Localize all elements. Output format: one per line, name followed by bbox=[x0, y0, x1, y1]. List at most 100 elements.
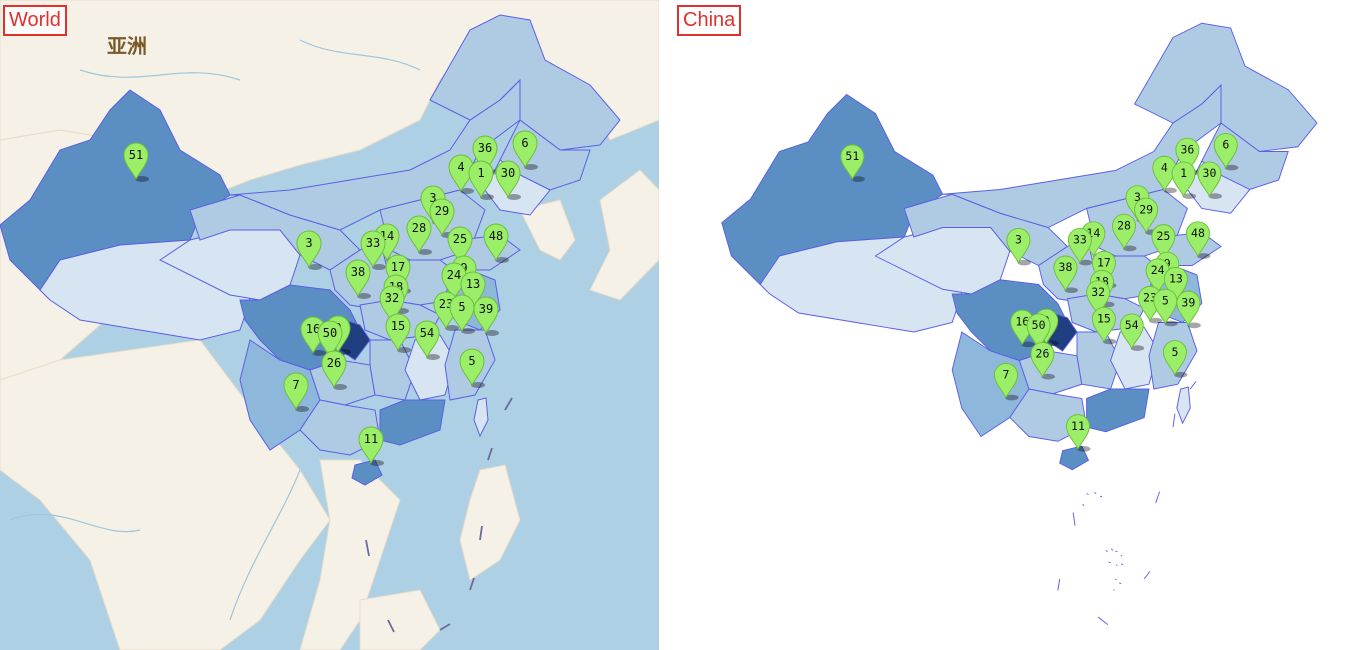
map-marker[interactable]: 30 bbox=[495, 160, 521, 200]
map-marker-pin-icon[interactable] bbox=[1026, 313, 1051, 350]
map-marker-pin-icon[interactable] bbox=[460, 271, 486, 310]
map-marker[interactable]: 7 bbox=[993, 362, 1019, 401]
map-marker-pin-icon[interactable] bbox=[1112, 213, 1137, 250]
markers-china[interactable]: 5136641303291428254833317924381318322353… bbox=[840, 133, 1239, 452]
map-marker[interactable]: 26 bbox=[1030, 342, 1055, 380]
china-map[interactable]: 5136641303291428254833317924381318322353… bbox=[673, 0, 1348, 650]
map-marker-pin-icon[interactable] bbox=[473, 296, 499, 335]
map-marker-label: 29 bbox=[1139, 202, 1153, 216]
china-panel-label: China bbox=[677, 5, 742, 36]
map-marker-pin-icon[interactable] bbox=[1091, 306, 1116, 343]
map-marker-pin-icon[interactable] bbox=[345, 259, 371, 298]
map-marker[interactable]: 3 bbox=[296, 230, 322, 270]
map-marker[interactable]: 1 bbox=[1171, 161, 1197, 200]
map-marker[interactable]: 54 bbox=[414, 320, 440, 360]
map-marker[interactable]: 6 bbox=[512, 130, 538, 170]
map-marker-label: 13 bbox=[1169, 272, 1183, 286]
map-marker-pin-icon[interactable] bbox=[1134, 197, 1159, 234]
map-marker-pin-icon[interactable] bbox=[317, 320, 343, 359]
map-marker-pin-icon[interactable] bbox=[495, 160, 521, 199]
map-marker-pin-icon[interactable] bbox=[1065, 414, 1090, 450]
map-marker-label: 5 bbox=[1171, 345, 1178, 359]
map-marker-pin-icon[interactable] bbox=[358, 426, 384, 465]
map-marker-pin-icon[interactable] bbox=[379, 285, 405, 324]
map-marker-pin-icon[interactable] bbox=[385, 313, 411, 352]
map-marker[interactable]: 51 bbox=[123, 142, 149, 182]
map-marker[interactable]: 16 bbox=[1010, 309, 1035, 348]
world-map[interactable]: 5136641303291428254833317924381318322353… bbox=[0, 0, 659, 650]
map-marker-pin-icon[interactable] bbox=[483, 223, 509, 262]
map-marker[interactable]: 15 bbox=[1091, 306, 1117, 345]
map-marker-shadow bbox=[1197, 253, 1211, 259]
map-marker[interactable]: 28 bbox=[406, 215, 432, 255]
map-marker[interactable]: 38 bbox=[1053, 255, 1078, 294]
map-marker-pin-icon[interactable] bbox=[1086, 280, 1111, 316]
map-marker-pin-icon[interactable] bbox=[1053, 255, 1078, 292]
map-marker-pin-icon[interactable] bbox=[1175, 137, 1200, 174]
map-marker[interactable]: 33 bbox=[1067, 228, 1093, 266]
map-marker-pin-icon[interactable] bbox=[1151, 224, 1176, 260]
map-marker-pin-icon[interactable] bbox=[1119, 313, 1144, 350]
map-marker-pin-icon[interactable] bbox=[1030, 342, 1055, 378]
map-marker[interactable]: 30 bbox=[1197, 161, 1222, 200]
map-marker-pin-icon[interactable] bbox=[512, 130, 538, 169]
map-marker-pin-icon[interactable] bbox=[1213, 133, 1238, 169]
world-map-panel[interactable]: 5136641303291428254833317924381318322353… bbox=[0, 0, 659, 650]
map-marker-label: 38 bbox=[1059, 260, 1073, 274]
map-marker-pin-icon[interactable] bbox=[993, 362, 1018, 399]
map-marker[interactable]: 7 bbox=[283, 372, 309, 412]
markers-world[interactable]: 5136641303291428254833317924381318322353… bbox=[123, 130, 538, 466]
map-marker-label: 48 bbox=[489, 229, 503, 243]
map-marker[interactable]: 29 bbox=[1134, 197, 1159, 236]
china-map-panel[interactable]: 5136641303291428254833317924381318322353… bbox=[673, 0, 1348, 650]
map-marker[interactable]: 51 bbox=[840, 144, 865, 182]
map-marker-pin-icon[interactable] bbox=[459, 348, 485, 387]
map-marker-pin-icon[interactable] bbox=[1197, 161, 1222, 198]
map-marker-pin-icon[interactable] bbox=[123, 142, 149, 181]
map-marker[interactable]: 5 bbox=[1162, 340, 1188, 378]
map-marker-pin-icon[interactable] bbox=[1163, 267, 1188, 303]
china-provinces[interactable] bbox=[0, 14, 621, 486]
map-marker-pin-icon[interactable] bbox=[283, 372, 309, 411]
map-marker[interactable]: 5 bbox=[449, 294, 475, 334]
map-marker[interactable]: 5 bbox=[1153, 288, 1178, 327]
map-marker-pin-icon[interactable] bbox=[1153, 288, 1178, 325]
map-marker[interactable]: 54 bbox=[1119, 313, 1145, 352]
map-marker[interactable]: 3 bbox=[1006, 228, 1031, 266]
map-marker-pin-icon[interactable] bbox=[1171, 161, 1196, 198]
map-marker[interactable]: 28 bbox=[1112, 213, 1137, 252]
map-marker-pin-icon[interactable] bbox=[840, 144, 865, 181]
map-marker[interactable]: 33 bbox=[360, 230, 386, 270]
map-marker-pin-icon[interactable] bbox=[468, 160, 494, 199]
map-marker-pin-icon[interactable] bbox=[429, 198, 455, 237]
map-marker-pin-icon[interactable] bbox=[1176, 290, 1201, 327]
map-marker-pin-icon[interactable] bbox=[414, 320, 440, 359]
map-marker-pin-icon[interactable] bbox=[296, 230, 322, 269]
map-marker-pin-icon[interactable] bbox=[1162, 340, 1187, 376]
map-marker[interactable]: 26 bbox=[321, 350, 347, 390]
map-marker[interactable]: 38 bbox=[345, 259, 371, 299]
map-marker-pin-icon[interactable] bbox=[360, 230, 386, 269]
map-marker[interactable]: 48 bbox=[1185, 221, 1211, 259]
map-marker-pin-icon[interactable] bbox=[1006, 228, 1031, 264]
map-marker[interactable]: 11 bbox=[1065, 414, 1091, 452]
map-marker-pin-icon[interactable] bbox=[406, 215, 432, 254]
map-marker[interactable]: 1 bbox=[468, 160, 494, 200]
map-marker[interactable]: 39 bbox=[1176, 290, 1201, 329]
map-marker-pin-icon[interactable] bbox=[447, 226, 473, 265]
province-jiangxi bbox=[404, 334, 456, 401]
map-marker[interactable]: 16 bbox=[300, 316, 326, 356]
map-marker[interactable]: 48 bbox=[483, 223, 509, 263]
map-marker-shadow bbox=[418, 249, 432, 255]
map-marker-pin-icon[interactable] bbox=[1067, 228, 1092, 264]
map-marker-pin-icon[interactable] bbox=[472, 135, 498, 174]
map-marker-pin-icon[interactable] bbox=[449, 294, 475, 333]
map-marker[interactable]: 39 bbox=[473, 296, 499, 336]
map-marker-pin-icon[interactable] bbox=[385, 254, 411, 293]
map-marker[interactable]: 6 bbox=[1213, 133, 1239, 171]
map-marker-pin-icon[interactable] bbox=[321, 350, 347, 389]
map-marker[interactable]: 15 bbox=[385, 313, 411, 353]
map-marker[interactable]: 11 bbox=[358, 426, 384, 466]
map-marker[interactable]: 5 bbox=[459, 348, 485, 388]
map-marker-pin-icon[interactable] bbox=[1185, 221, 1210, 258]
